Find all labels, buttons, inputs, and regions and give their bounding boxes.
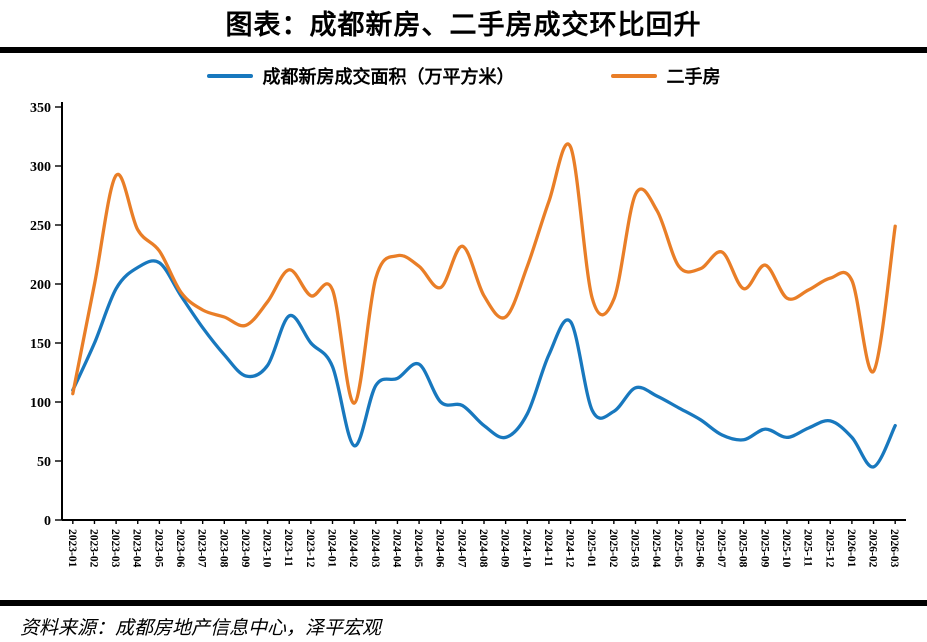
svg-text:2023-01: 2023-01 [66, 529, 78, 568]
svg-text:2023-11: 2023-11 [282, 529, 294, 567]
svg-text:250: 250 [30, 219, 51, 234]
svg-text:2025-04: 2025-04 [650, 529, 662, 568]
svg-text:2026-02: 2026-02 [867, 529, 879, 568]
svg-text:350: 350 [30, 101, 51, 116]
svg-text:2024-05: 2024-05 [412, 529, 424, 568]
line-swatch-secondhand [610, 74, 657, 78]
legend-item-new-homes: 成都新房成交面积（万平方米） [206, 63, 515, 89]
chart-legend: 成都新房成交面积（万平方米） 二手房 [0, 57, 927, 95]
svg-text:2024-10: 2024-10 [520, 529, 532, 568]
top-divider [0, 47, 927, 53]
svg-text:150: 150 [30, 337, 51, 352]
svg-text:2023-09: 2023-09 [239, 529, 251, 568]
svg-text:200: 200 [30, 278, 51, 293]
svg-text:2025-01: 2025-01 [585, 529, 597, 568]
svg-text:2023-05: 2023-05 [152, 529, 164, 568]
svg-text:2023-03: 2023-03 [109, 529, 121, 568]
svg-text:2023-10: 2023-10 [261, 529, 273, 568]
svg-text:50: 50 [37, 455, 51, 470]
svg-text:300: 300 [30, 160, 51, 175]
line-chart: 0 50 100 150 200 250 300 350 2023-01 2023-02 2023-… [30, 101, 906, 568]
svg-text:2024-12: 2024-12 [564, 529, 576, 568]
svg-text:2024-03: 2024-03 [369, 529, 381, 568]
svg-text:2026-01: 2026-01 [845, 529, 857, 568]
svg-text:2026-03: 2026-03 [888, 529, 900, 568]
svg-text:2024-11: 2024-11 [542, 529, 554, 567]
svg-text:2023-06: 2023-06 [174, 529, 186, 568]
svg-text:2023-02: 2023-02 [88, 529, 100, 568]
line-swatch-new-homes [206, 74, 253, 78]
source-note: 资料来源：成都房地产信息中心，泽平宏观 [20, 617, 382, 639]
svg-text:2025-09: 2025-09 [758, 529, 770, 568]
svg-text:2023-04: 2023-04 [131, 529, 143, 568]
legend-label-new-homes: 成都新房成交面积（万平方米） [262, 67, 515, 88]
svg-text:100: 100 [30, 396, 51, 411]
bottom-divider [0, 600, 927, 606]
svg-text:2024-07: 2024-07 [455, 529, 467, 568]
svg-text:2025-10: 2025-10 [780, 529, 792, 568]
svg-text:2023-12: 2023-12 [304, 529, 316, 568]
chart-title: 图表：成都新房、二手房成交环比回升 [225, 10, 702, 41]
svg-text:2024-02: 2024-02 [347, 529, 359, 568]
svg-text:2025-05: 2025-05 [672, 529, 684, 568]
svg-text:2023-08: 2023-08 [217, 529, 229, 568]
svg-text:2023-07: 2023-07 [196, 529, 208, 568]
svg-text:2025-06: 2025-06 [693, 529, 705, 568]
svg-text:2025-12: 2025-12 [823, 529, 835, 568]
svg-text:2025-08: 2025-08 [737, 529, 749, 568]
svg-text:2024-09: 2024-09 [499, 529, 511, 568]
legend-label-secondhand: 二手房 [666, 67, 721, 88]
svg-text:2024-08: 2024-08 [477, 529, 489, 568]
svg-text:2025-03: 2025-03 [629, 529, 641, 568]
legend-item-secondhand: 二手房 [610, 63, 721, 89]
svg-text:2024-04: 2024-04 [390, 529, 402, 568]
svg-text:2024-06: 2024-06 [434, 529, 446, 568]
svg-text:0: 0 [44, 514, 51, 529]
svg-text:2025-02: 2025-02 [607, 529, 619, 568]
svg-text:2024-01: 2024-01 [326, 529, 338, 568]
svg-text:2025-07: 2025-07 [715, 529, 727, 568]
svg-text:2025-11: 2025-11 [802, 529, 814, 567]
